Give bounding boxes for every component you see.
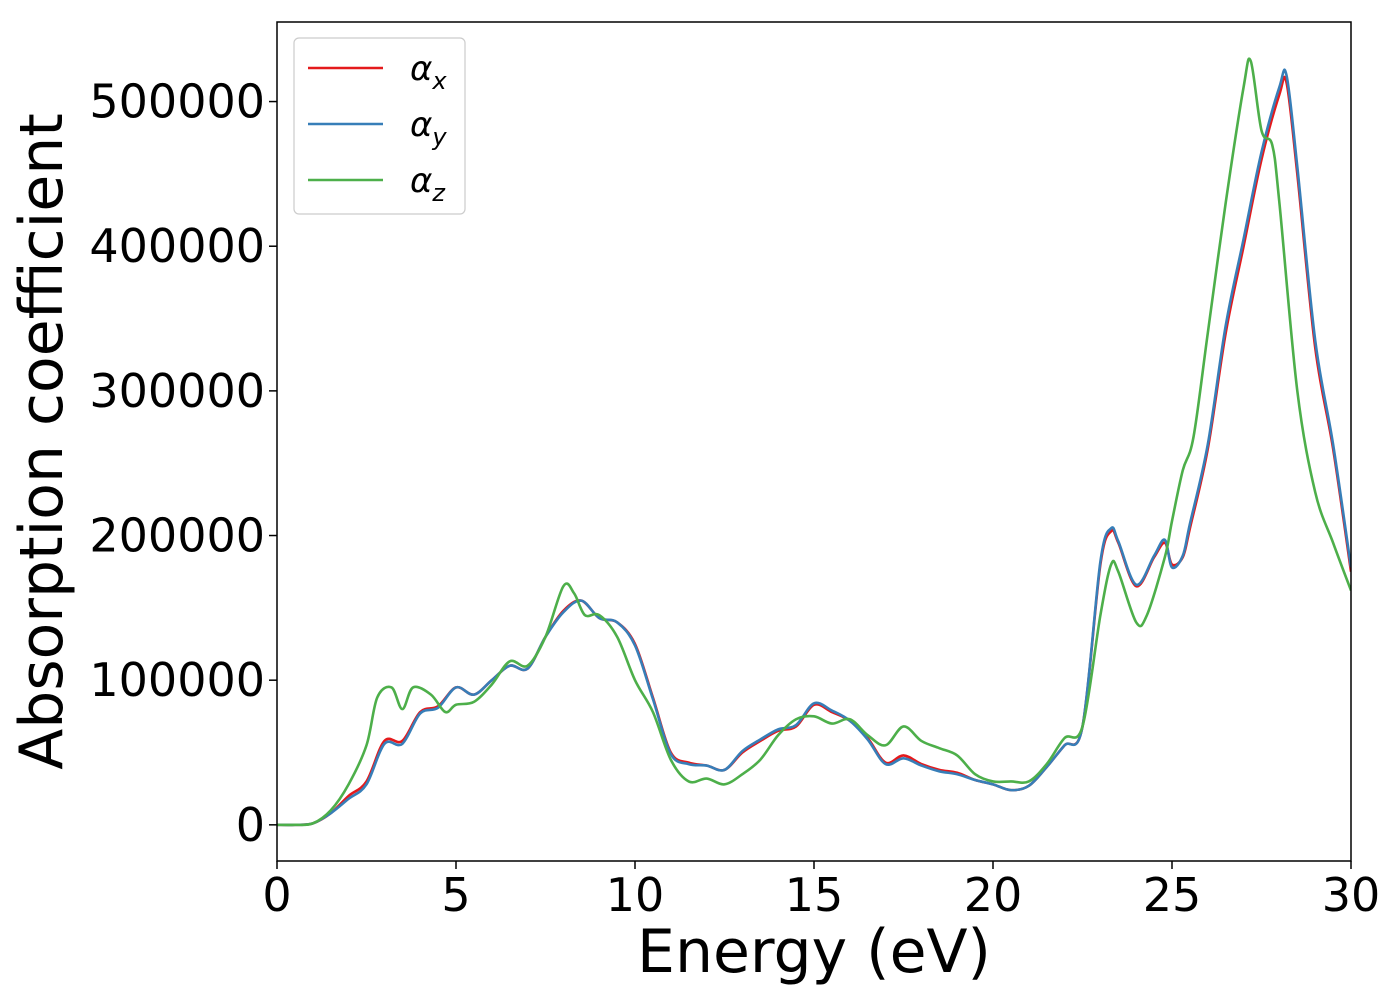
legend-label: αx bbox=[410, 49, 447, 95]
legend-box bbox=[293, 37, 466, 215]
x-tick-label: 15 bbox=[785, 868, 844, 922]
y-tick-label: 100000 bbox=[89, 653, 265, 707]
y-tick-label: 400000 bbox=[89, 219, 265, 273]
legend-label: αz bbox=[410, 161, 446, 207]
x-axis-ticks: 0 5 10 15 20 25 30 bbox=[262, 861, 1380, 922]
series-layer bbox=[277, 57, 1351, 827]
legend-label: αy bbox=[410, 105, 447, 151]
y-tick-label: 500000 bbox=[89, 75, 265, 129]
y-axis-ticks: 0 100000 200000 300000 400000 500000 bbox=[89, 75, 277, 852]
x-tick-label: 30 bbox=[1322, 868, 1381, 922]
y-tick-label: 200000 bbox=[89, 509, 265, 563]
y-axis-label: Absorption coefficient bbox=[7, 113, 77, 770]
x-tick-label: 0 bbox=[262, 868, 291, 922]
y-tick-label: 0 bbox=[236, 798, 265, 852]
x-tick-label: 10 bbox=[606, 868, 665, 922]
x-tick-label: 25 bbox=[1143, 868, 1202, 922]
x-tick-label: 20 bbox=[964, 868, 1023, 922]
y-tick-label: 300000 bbox=[89, 364, 265, 418]
legend: αx αy αz bbox=[293, 37, 466, 215]
x-axis-label: Energy (eV) bbox=[637, 917, 991, 987]
series-line-y bbox=[277, 68, 1351, 827]
series-line-z bbox=[277, 57, 1351, 827]
x-tick-label: 5 bbox=[441, 868, 470, 922]
